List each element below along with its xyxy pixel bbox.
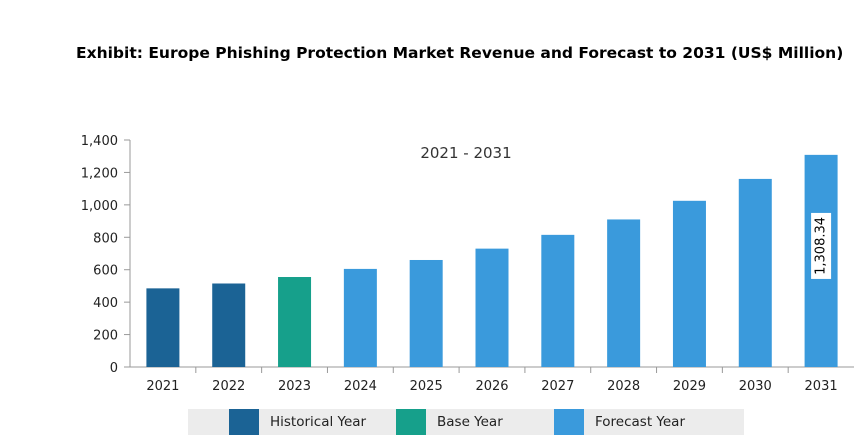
- legend: [188, 409, 744, 435]
- legend-item-historical: Historical Year: [229, 409, 366, 435]
- bar-2022: [212, 283, 246, 367]
- x-tick-label: 2031: [805, 379, 838, 394]
- x-tick-label: 2026: [475, 379, 508, 394]
- y-tick-label: 800: [93, 231, 118, 246]
- y-axis: 0 200 400 600 800 1,000 1,200 1,400: [81, 134, 130, 376]
- bar-2027: [541, 234, 575, 367]
- legend-label-base: Base Year: [437, 414, 503, 430]
- y-tick-label: 1,400: [81, 134, 118, 149]
- bar-2021: [146, 288, 180, 367]
- bar-2028: [607, 219, 641, 367]
- data-label-2031: 1,308.34: [814, 217, 829, 275]
- x-tick-label: 2025: [410, 379, 443, 394]
- data-labels: 1,308.34: [811, 212, 832, 279]
- y-tick-label: 1,200: [81, 166, 118, 181]
- period-annotation: 2021 - 2031: [420, 144, 511, 162]
- y-tick-label: 1,000: [81, 199, 118, 214]
- data-label-box: [811, 212, 832, 279]
- y-tick-label: 400: [93, 296, 118, 311]
- bar-2026: [475, 248, 509, 367]
- bar-2030: [738, 178, 772, 367]
- x-tick-label: 2029: [673, 379, 706, 394]
- bars: [146, 154, 838, 367]
- x-tick-label: 2023: [278, 379, 311, 394]
- y-tick-label: 600: [93, 264, 118, 279]
- legend-swatch-base: [396, 409, 426, 435]
- x-tick-label: 2024: [344, 379, 377, 394]
- x-tick-label: 2030: [739, 379, 772, 394]
- x-tick-label: 2028: [607, 379, 640, 394]
- y-tick-label: 0: [110, 361, 118, 376]
- y-tick-label: 200: [93, 329, 118, 344]
- bar-2024: [343, 268, 377, 367]
- bar-2029: [672, 200, 706, 367]
- legend-swatch-forecast: [554, 409, 584, 435]
- legend-label-historical: Historical Year: [270, 414, 367, 430]
- chart-title: Exhibit: Europe Phishing Protection Mark…: [76, 44, 844, 62]
- legend-item-forecast: Forecast Year: [554, 409, 685, 435]
- bar-2025: [409, 259, 443, 367]
- bar-2023: [278, 277, 312, 367]
- x-tick-label: 2027: [541, 379, 574, 394]
- x-axis: 2021 2022 2023 2024 2025 2026 2027 2028 2029 2030…: [146, 367, 838, 394]
- x-tick-label: 2022: [212, 379, 245, 394]
- x-tick-label: 2021: [146, 379, 179, 394]
- legend-label-forecast: Forecast Year: [595, 414, 685, 430]
- legend-swatch-historical: [229, 409, 259, 435]
- legend-item-base: Base Year: [396, 409, 503, 435]
